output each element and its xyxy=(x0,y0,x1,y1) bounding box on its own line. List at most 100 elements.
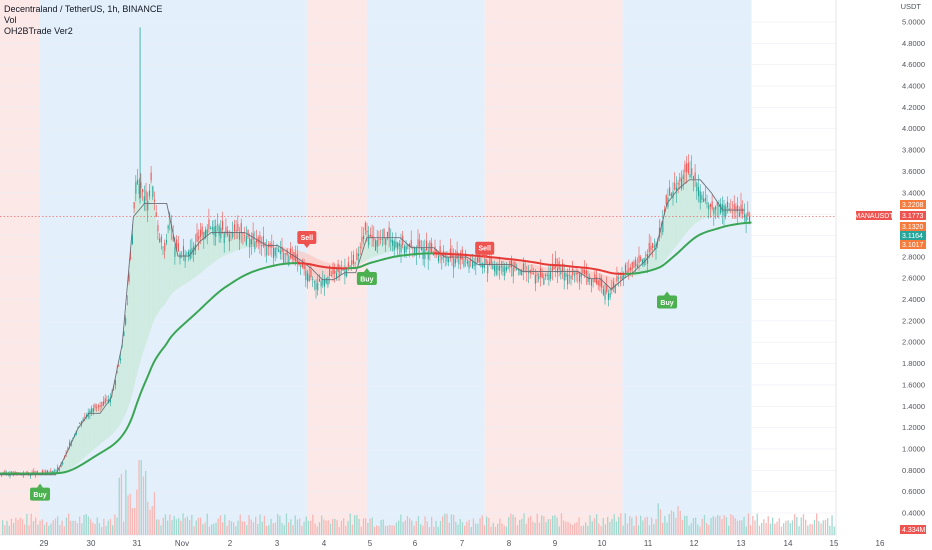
volume-bar xyxy=(494,526,497,535)
volume-bar xyxy=(285,513,288,535)
volume-bar xyxy=(50,523,52,535)
ma-fill-segment xyxy=(689,174,692,230)
buy-signal[interactable]: Buy xyxy=(657,291,678,309)
ma-fill-segment xyxy=(680,175,683,241)
candle-body xyxy=(318,279,320,282)
candle-body xyxy=(291,253,293,259)
candle-body xyxy=(324,278,326,288)
candle-body xyxy=(407,244,409,247)
ma-fill-segment xyxy=(153,196,156,322)
volume-bar xyxy=(668,513,670,535)
candle-body xyxy=(420,248,422,250)
candle-body xyxy=(504,266,506,276)
volume-bar xyxy=(387,525,389,535)
candle-body xyxy=(376,240,378,247)
candle-body xyxy=(630,267,632,271)
volume-bar xyxy=(230,521,233,535)
volume-bar xyxy=(83,514,85,535)
candle-body xyxy=(165,239,167,244)
volume-bar xyxy=(182,513,184,535)
candle-body xyxy=(352,254,354,264)
candle-body xyxy=(692,176,694,179)
candle-body xyxy=(368,234,370,246)
sell-signal[interactable]: Sell xyxy=(475,241,495,259)
ma-fill-segment xyxy=(609,276,612,295)
ma-fill-segment xyxy=(233,230,236,252)
volume-bar xyxy=(255,516,257,535)
volume-bar xyxy=(164,514,167,535)
volume-bar xyxy=(4,525,6,535)
signal-label: Sell xyxy=(478,246,491,253)
candle-body xyxy=(86,414,88,417)
volume-bar xyxy=(26,513,28,535)
candle-body xyxy=(653,246,655,248)
volume-bar xyxy=(765,523,767,535)
volume-bar xyxy=(15,517,17,535)
volume-bar xyxy=(244,521,246,535)
volume-bar xyxy=(65,517,68,535)
ma-fill-segment xyxy=(311,255,314,281)
candle-body xyxy=(301,264,303,268)
candle-body xyxy=(713,207,715,214)
ma-fill-segment xyxy=(97,406,101,447)
ma-fill-segment xyxy=(209,227,212,267)
candle-body xyxy=(487,264,489,274)
candle-body xyxy=(232,232,234,238)
candle-body xyxy=(477,257,479,263)
volume-bar xyxy=(156,519,158,535)
volume-bar xyxy=(404,520,406,535)
price-axis[interactable]: USDT 5.0000 4.8000 4.6000 4.4000 4.2000 4.0000… xyxy=(835,0,932,550)
signal-label: Sell xyxy=(301,235,314,242)
candle-body xyxy=(128,274,130,282)
candle-body xyxy=(606,285,608,292)
time-tick: 3 xyxy=(275,539,280,548)
volume-bar xyxy=(343,518,345,535)
candle-body xyxy=(706,202,708,205)
volume-bar xyxy=(556,517,558,535)
candle-body xyxy=(137,180,139,184)
candle-body xyxy=(709,203,711,207)
ma-fill-segment xyxy=(62,457,65,473)
buy-signal[interactable]: Buy xyxy=(30,483,51,501)
volume-bar xyxy=(428,526,431,535)
volume-bar xyxy=(761,522,763,535)
volume-legend: Vol xyxy=(4,15,17,25)
candle-body xyxy=(283,253,285,264)
candle-body xyxy=(669,187,671,196)
volume-bar xyxy=(545,522,547,535)
candle-body xyxy=(126,303,128,305)
volume-bar xyxy=(382,519,384,535)
candle-body xyxy=(483,263,485,268)
candle-body xyxy=(473,261,475,267)
candle-body xyxy=(390,239,392,243)
volume-bar xyxy=(752,515,754,535)
time-axis[interactable]: 29 30 31 Nov 2 3 4 5 6 7 8 9 10 11 12 13 14 15 16 xyxy=(0,534,885,550)
volume-bar xyxy=(646,516,648,535)
volume-bar xyxy=(448,522,450,535)
volume-bar xyxy=(481,515,483,535)
candle-body xyxy=(320,280,322,287)
candle-body xyxy=(665,195,667,205)
time-tick: 2 xyxy=(228,539,233,548)
volume-bar xyxy=(596,514,598,535)
ma-fill-segment xyxy=(687,172,690,233)
volume-bar xyxy=(376,525,378,535)
volume-bar xyxy=(732,515,734,535)
volume-bar xyxy=(360,526,362,535)
volume-bar xyxy=(241,521,244,535)
buy-signal[interactable]: Buy xyxy=(356,268,377,286)
volume-bar xyxy=(435,520,437,535)
svg-text:3.1773: 3.1773 xyxy=(902,213,924,220)
candle-body xyxy=(361,236,363,242)
candle-body xyxy=(604,290,606,300)
volume-bar xyxy=(816,513,818,535)
price-tick: 0.6000 xyxy=(902,487,925,496)
volume-bar xyxy=(488,517,490,535)
candle-body xyxy=(575,272,577,275)
volume-bar xyxy=(301,525,303,535)
volume-bar xyxy=(277,514,279,535)
sell-signal[interactable]: Sell xyxy=(297,231,317,249)
volume-bar xyxy=(679,510,681,535)
candle-body xyxy=(160,236,162,243)
